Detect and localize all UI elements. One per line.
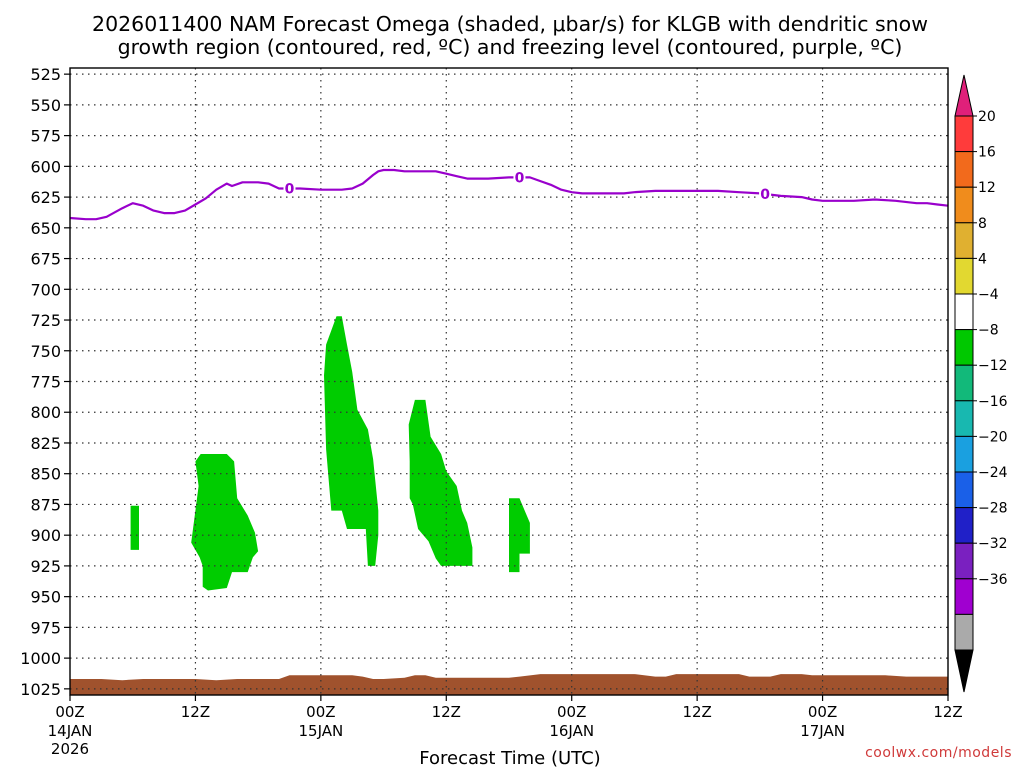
colorbar-swatch [954, 613, 974, 651]
colorbar-label: −28 [978, 501, 1008, 517]
x-tick-label: 2026 [51, 740, 89, 758]
colorbar-swatch [954, 186, 974, 224]
y-tick-label: 725 [30, 311, 61, 330]
color-scale-bar: 20 16 12 8 4 −4 −8 −12 −16 −20 −24 −28 −32 −36 [954, 74, 1008, 693]
x-tick-label: 00Z [306, 703, 335, 721]
omega-region-1 [130, 505, 139, 550]
colorbar-label: −16 [978, 394, 1008, 410]
colorbar-swatch [954, 329, 974, 366]
contour-label-bg [513, 169, 526, 186]
y-tick-label: 1000 [20, 649, 61, 668]
y-tick-label: 550 [30, 96, 61, 115]
x-tick-label: 17JAN [800, 722, 845, 740]
colorbar-swatch [954, 293, 974, 331]
y-tick-label: 675 [30, 250, 61, 269]
y-tick-label: 525 [30, 65, 61, 84]
freezing-level-line [69, 168, 949, 221]
colorbar-label: −20 [978, 429, 1008, 445]
x-axis-title: Forecast Time (UTC) [419, 748, 600, 768]
chart-title: 2026011400 NAM Forecast Omega (shaded, μ… [92, 12, 928, 36]
y-tick-label: 575 [30, 127, 61, 146]
omega-region-2 [191, 454, 259, 591]
x-tick-label: 00Z [55, 703, 84, 721]
colorbar-top-arrow [954, 74, 974, 117]
colorbar-label: −12 [978, 358, 1008, 374]
contour-label-bg [759, 186, 772, 203]
x-tick-label: 12Z [682, 703, 711, 721]
y-tick-label: 1025 [20, 680, 61, 699]
colorbar-swatch [954, 222, 974, 259]
y-tick-label: 800 [30, 403, 61, 422]
colorbar-swatch [954, 400, 974, 437]
colorbar-label: 4 [978, 251, 987, 267]
omega-region-4 [408, 399, 473, 566]
x-tick-label: 00Z [808, 703, 837, 721]
y-tick-label: 975 [30, 618, 61, 637]
x-tick-label: 12Z [933, 703, 962, 721]
x-tick-label: 12Z [432, 703, 461, 721]
omega-region-5 [509, 498, 530, 573]
ground-layer [70, 674, 948, 695]
y-tick-label: 850 [30, 465, 61, 484]
colorbar-swatch [954, 115, 974, 153]
x-tick-label: 14JAN [48, 722, 93, 740]
contour-label: 0 [285, 181, 295, 197]
colorbar-label: −32 [978, 536, 1008, 552]
ground-fill [70, 674, 948, 695]
x-tick-label: 00Z [557, 703, 586, 721]
colorbar-swatch [954, 471, 974, 509]
colorbar-label: 8 [978, 216, 987, 232]
x-tick-label: 16JAN [549, 722, 594, 740]
colorbar-label: 16 [978, 145, 996, 161]
y-tick-label: 700 [30, 280, 61, 299]
colorbar-label: −8 [978, 323, 999, 339]
grid-lines [70, 68, 948, 695]
y-tick-label: 925 [30, 557, 61, 576]
y-tick-label: 775 [30, 373, 61, 392]
y-tick-label: 950 [30, 588, 61, 607]
credit-link[interactable]: coolwx.com/models [865, 745, 1012, 761]
omega-region-3 [324, 316, 379, 566]
colorbar-swatch [954, 542, 974, 580]
colorbar-swatch [954, 507, 974, 544]
colorbar-swatch [954, 151, 974, 188]
y-tick-label: 900 [30, 526, 61, 545]
contour-label: 0 [515, 170, 525, 186]
y-axis-ticks: 525 550 575 600 625 650 675 700 725 750 775 800 825 8… [20, 65, 70, 699]
contour-label-bg [283, 180, 296, 197]
colorbar-swatch [954, 435, 974, 473]
colorbar-label: −24 [978, 465, 1008, 481]
y-tick-label: 600 [30, 157, 61, 176]
colorbar-label: −36 [978, 572, 1008, 588]
x-tick-label: 15JAN [298, 722, 343, 740]
freezing-level-contour: 0 0 0 [69, 168, 949, 221]
colorbar-label: 20 [978, 109, 996, 125]
colorbar-label: 12 [978, 180, 996, 196]
y-tick-label: 825 [30, 434, 61, 453]
colorbar-swatch [954, 578, 974, 615]
y-tick-label: 875 [30, 495, 61, 514]
y-tick-label: 650 [30, 219, 61, 238]
x-tick-label: 12Z [181, 703, 210, 721]
colorbar-bottom-arrow [954, 649, 974, 693]
y-tick-label: 750 [30, 342, 61, 361]
colorbar-label: −4 [978, 287, 999, 303]
colorbar-swatch [954, 364, 974, 402]
chart-subtitle: growth region (contoured, red, ºC) and f… [118, 35, 903, 59]
contour-label: 0 [760, 187, 770, 203]
omega-regions [130, 316, 530, 591]
colorbar-swatch [954, 257, 974, 295]
y-tick-label: 625 [30, 188, 61, 207]
